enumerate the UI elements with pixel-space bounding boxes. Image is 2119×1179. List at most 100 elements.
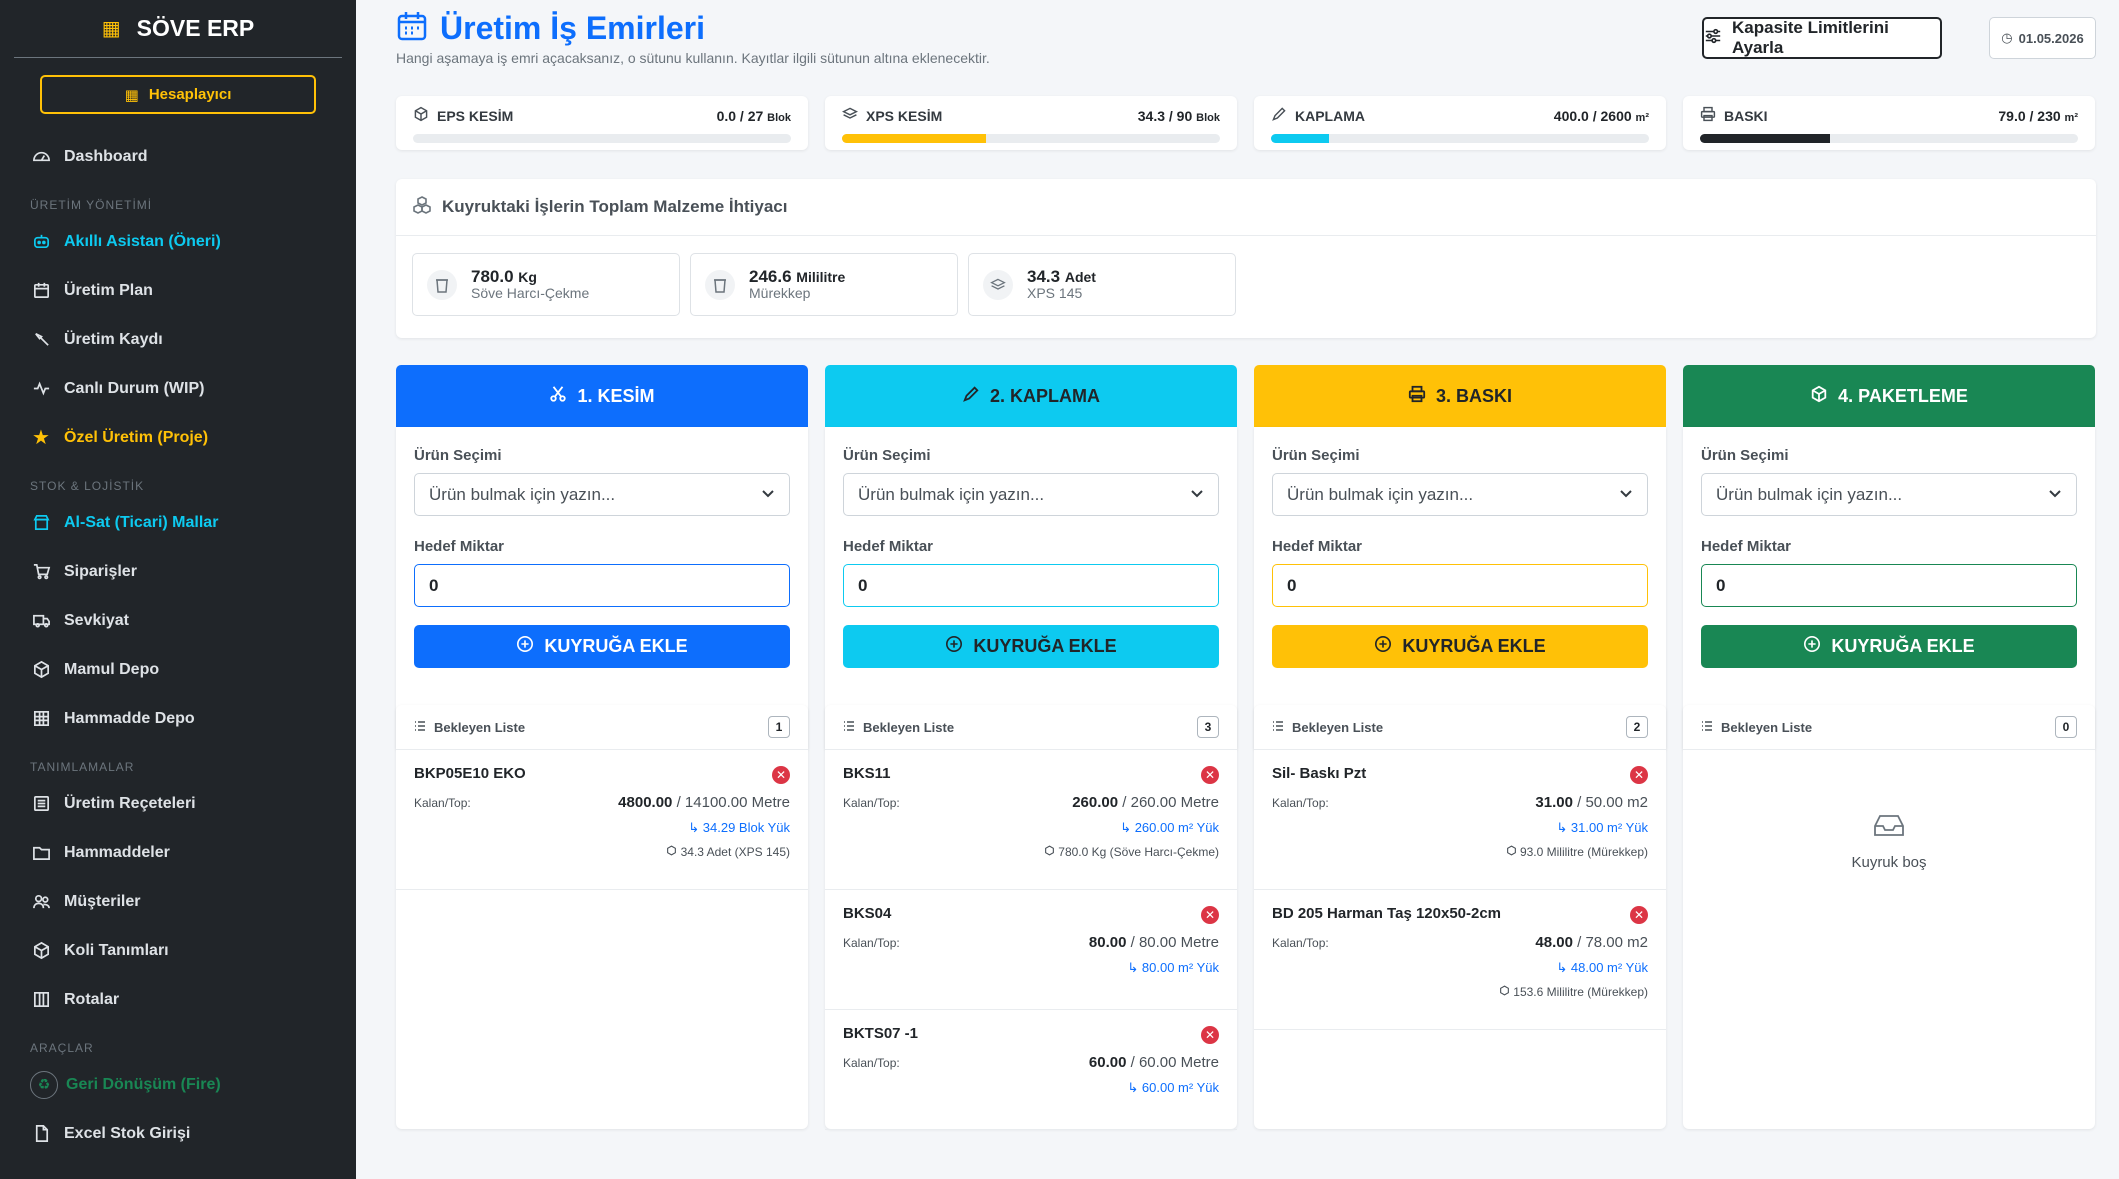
sidebar-item-raw-material-depot[interactable]: Hammadde Depo bbox=[0, 694, 356, 743]
main-content: Üretim İş Emirleri Hangi aşamaya iş emri… bbox=[356, 0, 2119, 1179]
sidebar-item-smart-assistant[interactable]: Akıllı Asistan (Öneri) bbox=[0, 217, 356, 266]
sidebar-item-customers[interactable]: Müşteriler bbox=[0, 877, 356, 926]
robot-icon bbox=[30, 231, 52, 253]
list-icon bbox=[414, 720, 426, 735]
add-to-queue-button[interactable]: KUYRUĞA EKLE bbox=[843, 625, 1219, 668]
delete-icon[interactable]: ✕ bbox=[1201, 766, 1219, 784]
arrow-return-icon: ↳ bbox=[1127, 960, 1142, 975]
add-to-queue-button[interactable]: KUYRUĞA EKLE bbox=[1272, 625, 1648, 668]
queue-count-badge: 0 bbox=[2055, 716, 2077, 738]
queue-item: BKP05E10 EKO ✕ Kalan/Top: 4800.00 / 14100.0… bbox=[396, 750, 808, 890]
add-to-queue-button[interactable]: KUYRUĞA EKLE bbox=[1701, 625, 2077, 668]
material-item: 246.6 Mililitre Mürekkep bbox=[690, 253, 958, 316]
capacity-value: 0.0 / 27 bbox=[716, 107, 764, 124]
capacity-value-group: 79.0 / 230 m² bbox=[1998, 108, 2078, 124]
material-name: Mürekkep bbox=[749, 285, 811, 301]
product-select-label: Ürün Seçimi bbox=[1272, 447, 1360, 464]
sidebar-item-box-definitions[interactable]: Koli Tanımları bbox=[0, 926, 356, 975]
product-select-label: Ürün Seçimi bbox=[1701, 447, 1789, 464]
capacity-card-header: KAPLAMA 400.0 / 2600 m² bbox=[1271, 106, 1649, 125]
sidebar: ▦ SÖVE ERP ▦ Hesaplayıcı Dashboard ÜRETİ… bbox=[0, 0, 356, 1179]
queue-count-badge: 3 bbox=[1197, 716, 1219, 738]
sidebar-item-label: Müşteriler bbox=[64, 892, 141, 910]
stage-column: 1. KESİM Ürün Seçimi Ürün bulmak için yazı… bbox=[396, 365, 808, 752]
brush-icon bbox=[1271, 106, 1287, 125]
product-select-placeholder: Ürün bulmak için yazın... bbox=[429, 484, 616, 504]
arrow-return-icon: ↳ bbox=[688, 820, 703, 835]
queue-title: Bekleyen Liste bbox=[1292, 719, 1384, 735]
list-icon bbox=[1701, 720, 1713, 735]
sidebar-item-excel-import[interactable]: Excel Stok Girişi bbox=[0, 1109, 356, 1158]
material-text: 780.0 Kg Söve Harcı-Çekme bbox=[471, 268, 589, 301]
section-heading-stock: STOK & LOJİSTİK bbox=[30, 479, 145, 493]
delete-icon[interactable]: ✕ bbox=[1630, 766, 1648, 784]
target-quantity-label: Hedef Miktar bbox=[843, 538, 934, 555]
total-value: / 50.00 m2 bbox=[1577, 794, 1648, 811]
arrow-return-icon: ↳ bbox=[1127, 1080, 1142, 1095]
product-select[interactable]: Ürün bulmak için yazın... bbox=[843, 473, 1219, 516]
sidebar-item-orders[interactable]: Siparişler bbox=[0, 547, 356, 596]
sidebar-item-product-depot[interactable]: Mamul Depo bbox=[0, 645, 356, 694]
brand[interactable]: ▦ SÖVE ERP bbox=[14, 0, 342, 58]
capacity-progress-bar bbox=[413, 134, 791, 143]
material-unit: Kg bbox=[518, 269, 537, 285]
target-quantity-input[interactable]: 0 bbox=[1272, 564, 1648, 607]
printer-icon bbox=[1408, 385, 1426, 408]
product-select-placeholder: Ürün bulmak için yazın... bbox=[1287, 484, 1474, 504]
clock-icon: ◷ bbox=[2001, 30, 2013, 45]
capacity-limits-label: Kapasite Limitlerini Ayarla bbox=[1732, 18, 1889, 57]
sidebar-item-recipes[interactable]: Üretim Reçeteleri bbox=[0, 779, 356, 828]
sidebar-item-live-status[interactable]: Canlı Durum (WIP) bbox=[0, 364, 356, 413]
delete-icon[interactable]: ✕ bbox=[1630, 906, 1648, 924]
delete-icon[interactable]: ✕ bbox=[772, 766, 790, 784]
target-quantity-input[interactable]: 0 bbox=[1701, 564, 2077, 607]
target-quantity-input[interactable]: 0 bbox=[414, 564, 790, 607]
delete-icon[interactable]: ✕ bbox=[1201, 906, 1219, 924]
sidebar-item-production-plan[interactable]: Üretim Plan bbox=[0, 266, 356, 315]
plus-circle-icon bbox=[516, 635, 534, 658]
queue-item: BKS04 ✕ Kalan/Top: 80.00 / 80.00 Metre ↳ 80.… bbox=[825, 890, 1237, 1010]
product-select[interactable]: Ürün bulmak için yazın... bbox=[1701, 473, 2077, 516]
capacity-label: KAPLAMA bbox=[1295, 107, 1365, 124]
remaining-label: Kalan/Top: bbox=[843, 1056, 900, 1070]
load-value: 48.00 m² Yük bbox=[1570, 960, 1648, 975]
material-text: 34.3 Adet XPS 145 bbox=[1027, 268, 1096, 301]
material-value: 780.0 bbox=[471, 267, 514, 286]
star-icon: ★ bbox=[32, 427, 50, 449]
material-value: 34.3 bbox=[1027, 267, 1061, 286]
sidebar-item-raw-materials[interactable]: Hammaddeler bbox=[0, 828, 356, 877]
product-select-label: Ürün Seçimi bbox=[414, 447, 502, 464]
queue-panel: Bekleyen Liste 3 BKS11 ✕ Kalan/Top: 260.00 / … bbox=[825, 705, 1237, 1130]
target-quantity-label: Hedef Miktar bbox=[1701, 538, 1792, 555]
brush-icon bbox=[962, 385, 980, 408]
product-select[interactable]: Ürün bulmak için yazın... bbox=[414, 473, 790, 516]
sidebar-item-special-production[interactable]: ★ Özel Üretim (Proje) bbox=[0, 413, 356, 462]
grid-icon bbox=[30, 708, 52, 730]
truck-icon bbox=[30, 610, 52, 632]
calculator-button[interactable]: ▦ Hesaplayıcı bbox=[40, 75, 316, 114]
sidebar-item-shipping[interactable]: Sevkiyat bbox=[0, 596, 356, 645]
sidebar-item-recycling[interactable]: ♻ Geri Dönüşüm (Fire) bbox=[0, 1060, 356, 1109]
target-quantity-input[interactable]: 0 bbox=[843, 564, 1219, 607]
queue-title-group: Bekleyen Liste bbox=[1701, 720, 1812, 735]
stage-column: 2. KAPLAMA Ürün Seçimi Ürün bulmak için ya… bbox=[825, 365, 1237, 752]
add-to-queue-button[interactable]: KUYRUĞA EKLE bbox=[414, 625, 790, 668]
sidebar-item-label: Excel Stok Girişi bbox=[64, 1124, 191, 1142]
layers-icon bbox=[983, 269, 1013, 300]
queue-title-group: Bekleyen Liste bbox=[1272, 720, 1383, 735]
stage-title: 2. KAPLAMA bbox=[989, 385, 1100, 406]
load-info: ↳ 260.00 m² Yük bbox=[843, 820, 1219, 836]
sidebar-item-routes[interactable]: Rotalar bbox=[0, 975, 356, 1024]
columns-icon bbox=[30, 989, 52, 1011]
remaining-value: 260.00 bbox=[1072, 794, 1119, 811]
sidebar-item-production-record[interactable]: Üretim Kaydı bbox=[0, 315, 356, 364]
page-header: Üretim İş Emirleri bbox=[396, 10, 705, 47]
sidebar-item-trade-goods[interactable]: Al-Sat (Ticari) Mallar bbox=[0, 498, 356, 547]
material-item: 34.3 Adet XPS 145 bbox=[968, 253, 1236, 316]
sidebar-item-dashboard[interactable]: Dashboard bbox=[0, 132, 356, 181]
capacity-limits-button[interactable]: Kapasite Limitlerini Ayarla bbox=[1702, 17, 1942, 59]
product-select[interactable]: Ürün bulmak için yazın... bbox=[1272, 473, 1648, 516]
delete-icon[interactable]: ✕ bbox=[1201, 1026, 1219, 1044]
queue-item-progress: Kalan/Top: 260.00 / 260.00 Metre bbox=[843, 794, 1219, 811]
queue-empty-state: Kuyruk boş bbox=[1683, 812, 2095, 871]
